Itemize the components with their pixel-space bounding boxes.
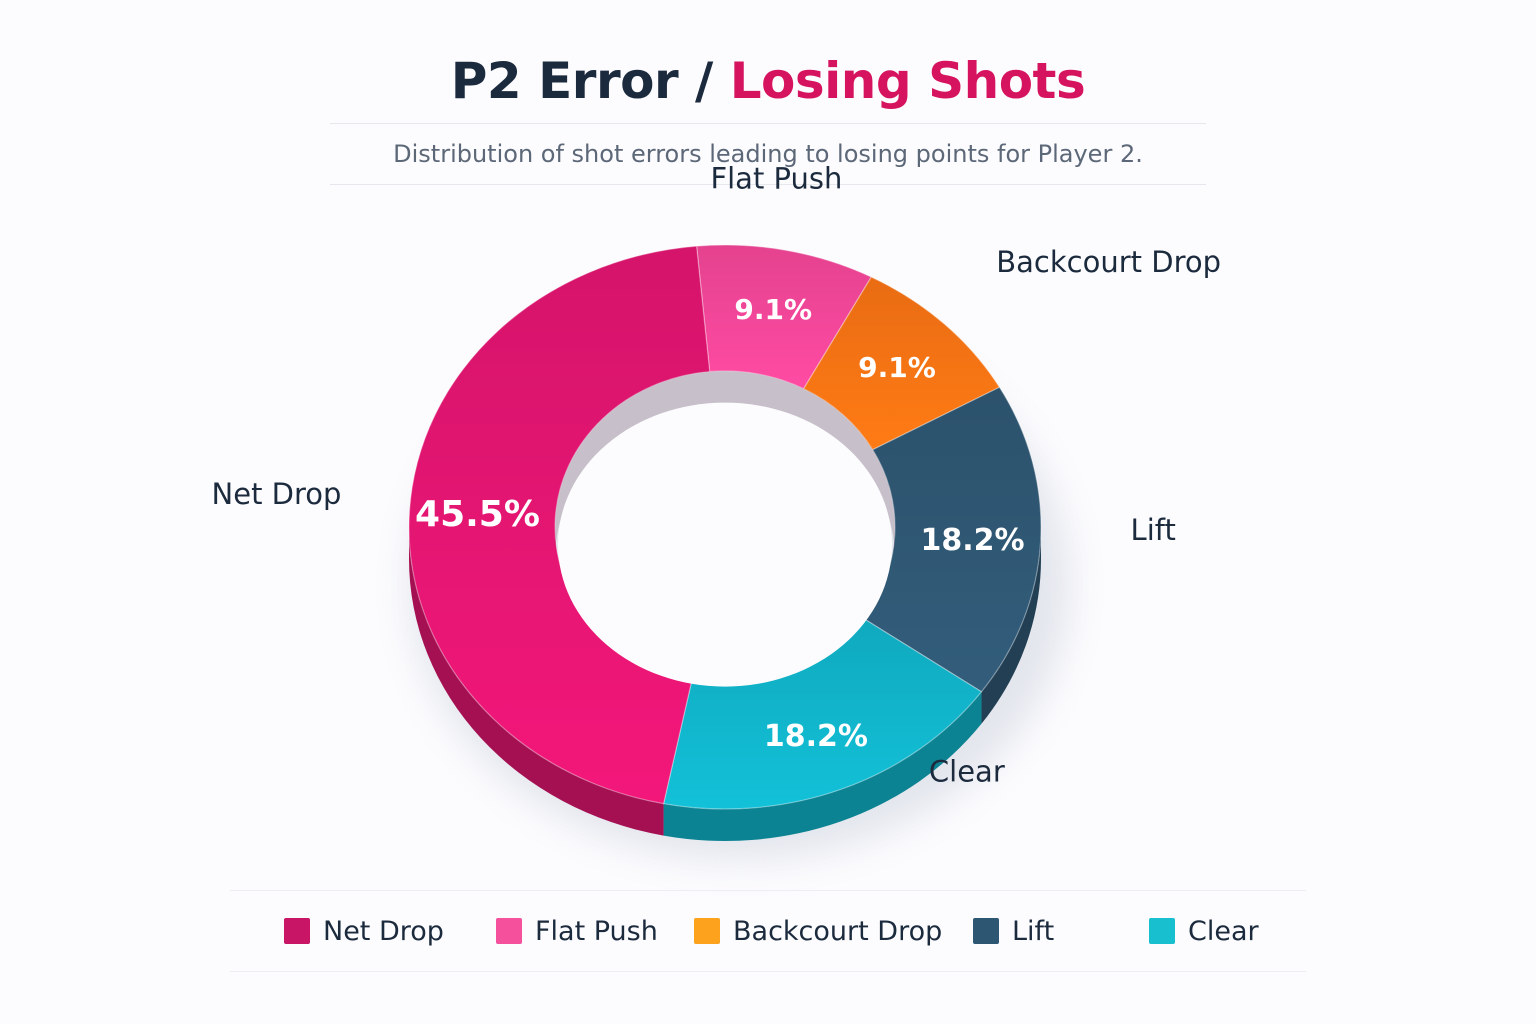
legend-swatch [284,918,310,944]
slice-value-flat-push: 9.1% [734,293,812,326]
legend-swatch [973,918,999,944]
legend-label: Net Drop [323,915,444,947]
legend-item-lift: Lift [973,913,1054,949]
hole-inner-wall [555,371,895,559]
chart-title: P2 Error / Losing Shots [0,52,1536,110]
slice-label-net-drop: Net Drop [212,477,342,511]
slice-value-net-drop: 45.5% [415,494,540,535]
title-divider [330,123,1206,124]
subtitle-divider [330,184,1206,185]
chart-subtitle: Distribution of shot errors leading to l… [393,140,1143,168]
slice-label-backcourt-drop: Backcourt Drop [996,245,1221,279]
legend: Net Drop Flat Push Backcourt Drop Lift Clear [230,890,1306,972]
legend-label: Backcourt Drop [733,915,943,947]
slice-side-lift [981,527,1041,724]
legend-swatch [496,918,522,944]
donut-sides [409,527,1041,841]
slice-label-lift: Lift [1131,513,1176,547]
legend-item-net-drop: Net Drop [284,913,444,949]
slice-label-clear: Clear [929,754,1005,788]
slice-backcourt-drop [802,276,1001,451]
slice-label-flat-push: Flat Push [710,161,842,195]
donut-labels: 9.1% Flat Push 9.1% Backcourt Drop 18.2% Lift… [212,161,1221,788]
legend-swatch [1149,918,1175,944]
slice-side-clear [663,691,982,841]
slice-value-clear: 18.2% [764,719,868,754]
slice-value-backcourt-drop: 9.1% [858,351,936,384]
slice-side-net-drop [409,527,664,836]
legend-label: Lift [1012,915,1055,947]
hole-center [558,402,892,687]
legend-item-clear: Clear [1149,913,1259,949]
legend-item-flat-push: Flat Push [496,913,658,949]
legend-label: Clear [1188,915,1259,947]
legend-swatch [694,918,720,944]
chart-title-part2: Losing Shots [729,52,1086,110]
chart-title-part1: P2 Error / [450,52,730,110]
legend-item-backcourt-drop: Backcourt Drop [694,913,942,949]
slice-flat-push [695,244,873,390]
donut-hole [555,371,895,687]
legend-label: Flat Push [535,915,658,947]
slice-value-lift: 18.2% [920,523,1024,558]
slice-lift [862,386,1042,693]
